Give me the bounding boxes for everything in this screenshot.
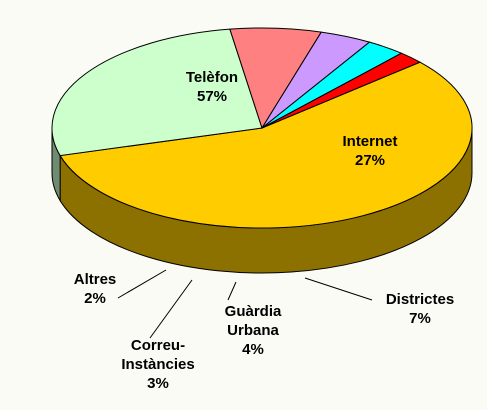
slice-name: Telèfon [185, 69, 239, 86]
slice [261, 52, 422, 129]
slice-value: 2% [84, 290, 106, 307]
slice [59, 61, 473, 229]
slice [51, 28, 263, 157]
leader-line [227, 281, 237, 301]
slice-value: 3% [147, 375, 169, 392]
leader-line [117, 269, 167, 299]
slice-value: 57% [196, 88, 228, 105]
slice-name: Altres [73, 271, 117, 288]
leader-line [149, 279, 193, 339]
slice-label: Telèfon 57% [167, 68, 257, 106]
slice-label: Districtes 7% [370, 290, 470, 328]
slice-value: 27% [354, 152, 386, 169]
slice-name: Internet [342, 133, 398, 150]
slice-value: 7% [409, 310, 431, 327]
slice-name: Correu-Instàncies [121, 337, 195, 373]
slice-label: Internet 27% [325, 132, 415, 170]
slice-label: Correu-Instàncies 3% [108, 336, 208, 393]
slice-value: 4% [242, 341, 264, 358]
slice-name: Districtes [385, 291, 455, 308]
slice-label: Guàrdia Urbana 4% [213, 302, 293, 359]
leader-line [304, 277, 373, 301]
slice-label: Altres 2% [65, 270, 125, 308]
slice-name: Guàrdia Urbana [224, 303, 282, 339]
